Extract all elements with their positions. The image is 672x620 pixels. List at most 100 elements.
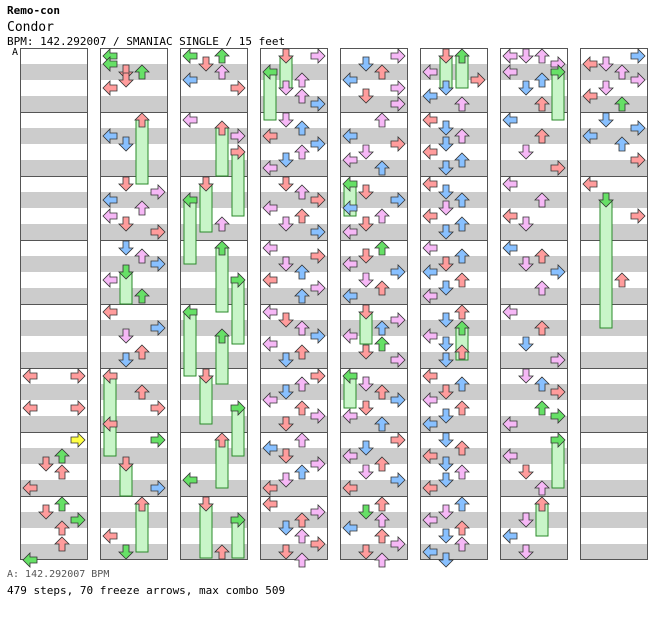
beat-stripe xyxy=(580,512,648,528)
beat-stripe xyxy=(180,480,248,496)
beat-stripe xyxy=(580,480,648,496)
beat-stripe xyxy=(260,384,328,400)
freeze-arrow-tail xyxy=(199,503,213,559)
bpm-legend: A: 142.292007 BPM xyxy=(7,569,110,580)
freeze-arrow-tail xyxy=(231,279,245,345)
beat-stripe xyxy=(180,256,248,272)
beat-stripe xyxy=(180,416,248,432)
beat-stripe xyxy=(420,448,488,464)
beat-stripe xyxy=(180,128,248,144)
beat-stripe xyxy=(420,384,488,400)
chart-column xyxy=(420,48,488,560)
beat-stripe xyxy=(580,128,648,144)
beat-stripe xyxy=(100,224,168,240)
column-border xyxy=(420,48,488,560)
beat-stripe xyxy=(100,448,168,464)
beat-stripe xyxy=(260,512,328,528)
beat-stripe xyxy=(20,128,88,144)
beat-stripe xyxy=(100,512,168,528)
beat-stripe xyxy=(100,128,168,144)
beat-stripe xyxy=(20,288,88,304)
beat-stripe xyxy=(260,64,328,80)
beat-stripe xyxy=(420,480,488,496)
beat-stripe xyxy=(420,352,488,368)
beat-stripe xyxy=(340,224,408,240)
beat-stripe xyxy=(500,192,568,208)
beat-stripe xyxy=(100,416,168,432)
beat-stripe xyxy=(100,256,168,272)
beat-stripe xyxy=(340,160,408,176)
beat-stripe xyxy=(500,416,568,432)
beat-stripe xyxy=(580,96,648,112)
freeze-arrow-tail xyxy=(183,311,197,377)
beat-stripe xyxy=(260,256,328,272)
beat-stripe xyxy=(180,96,248,112)
beat-stripe xyxy=(420,544,488,560)
beat-stripe xyxy=(20,448,88,464)
beat-stripe xyxy=(340,384,408,400)
beat-stripe xyxy=(580,224,648,240)
beat-stripe xyxy=(420,128,488,144)
beat-stripe xyxy=(340,544,408,560)
freeze-arrow-tail xyxy=(599,199,613,329)
beat-stripe xyxy=(260,320,328,336)
beat-stripe xyxy=(500,288,568,304)
beat-stripe xyxy=(260,416,328,432)
beat-stripe xyxy=(420,256,488,272)
beat-stripe xyxy=(420,288,488,304)
beat-stripe xyxy=(20,96,88,112)
beat-stripe xyxy=(180,288,248,304)
freeze-arrow-tail xyxy=(231,151,245,217)
freeze-arrow-tail xyxy=(183,199,197,265)
beat-stripe xyxy=(20,512,88,528)
beat-stripe xyxy=(420,224,488,240)
column-border xyxy=(500,48,568,560)
beat-stripe xyxy=(500,320,568,336)
beat-stripe xyxy=(180,160,248,176)
beat-stripe xyxy=(20,544,88,560)
beat-stripe xyxy=(260,288,328,304)
beat-stripe xyxy=(340,352,408,368)
beat-stripe xyxy=(580,288,648,304)
beat-stripe xyxy=(100,96,168,112)
beat-stripe xyxy=(580,384,648,400)
beat-stripe xyxy=(100,320,168,336)
column-border xyxy=(20,48,88,560)
beat-stripe xyxy=(340,512,408,528)
beat-stripe xyxy=(20,192,88,208)
beat-stripe xyxy=(340,320,408,336)
beat-stripe xyxy=(100,160,168,176)
beat-stripe xyxy=(20,256,88,272)
beat-stripe xyxy=(260,96,328,112)
beat-stripe xyxy=(340,416,408,432)
beat-stripe xyxy=(340,96,408,112)
beat-stripe xyxy=(20,64,88,80)
beat-stripe xyxy=(420,416,488,432)
beat-stripe xyxy=(500,224,568,240)
beat-stripe xyxy=(20,320,88,336)
beat-stripe xyxy=(20,224,88,240)
freeze-arrow-tail xyxy=(215,247,229,313)
beat-stripe xyxy=(180,544,248,560)
beat-stripe xyxy=(340,64,408,80)
chart-info: BPM: 142.292007 / SMANIAC SINGLE / 15 fe… xyxy=(7,35,286,48)
beat-stripe xyxy=(260,128,328,144)
beat-stripe xyxy=(580,256,648,272)
beat-stripe xyxy=(260,448,328,464)
bpm-marker: A xyxy=(12,47,19,58)
song-title: Condor xyxy=(7,20,54,35)
beat-stripe xyxy=(180,448,248,464)
beat-stripe xyxy=(420,96,488,112)
beat-stripe xyxy=(340,256,408,272)
beat-stripe xyxy=(580,320,648,336)
beat-stripe xyxy=(500,512,568,528)
beat-stripe xyxy=(100,64,168,80)
beat-stripe xyxy=(420,512,488,528)
beat-stripe xyxy=(180,64,248,80)
chart-column xyxy=(20,48,88,560)
freeze-arrow-tail xyxy=(135,119,149,185)
beat-stripe xyxy=(580,64,648,80)
beat-stripe xyxy=(260,480,328,496)
beat-stripe xyxy=(180,192,248,208)
